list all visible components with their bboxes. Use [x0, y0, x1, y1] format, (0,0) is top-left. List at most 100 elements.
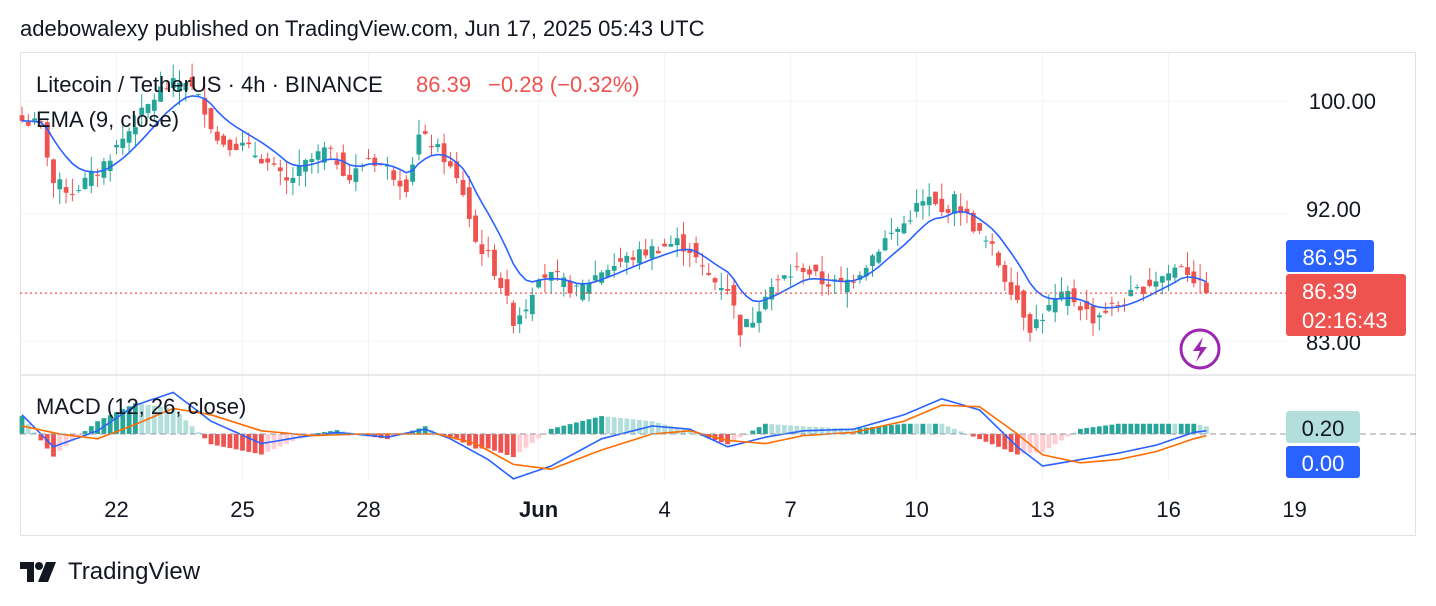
- x-tick-label: 13: [1030, 497, 1054, 522]
- macd-hist-bar: [781, 425, 787, 434]
- candle-body: [259, 159, 264, 164]
- macd-hist-bar: [668, 426, 674, 434]
- candle-body: [164, 88, 170, 90]
- macd-hist-bar: [196, 432, 201, 434]
- macd-hist-bar: [107, 415, 113, 434]
- macd-hist-bar: [763, 423, 768, 434]
- candle-body: [674, 238, 680, 246]
- macd-hist-bar: [529, 434, 535, 443]
- candle-body: [687, 249, 693, 253]
- candle-body: [214, 131, 220, 141]
- macd-histogram: [19, 403, 1209, 458]
- candle-body: [1178, 266, 1184, 268]
- macd-hist-bar: [901, 423, 907, 434]
- x-tick-label: 22: [104, 497, 128, 522]
- macd-hist-bar: [1078, 428, 1083, 434]
- macd-hist-bar: [189, 426, 195, 434]
- x-tick-label: 19: [1282, 497, 1306, 522]
- candle-body: [1153, 281, 1159, 287]
- macd-hist-bar: [889, 425, 894, 434]
- candle-body: [1103, 310, 1108, 313]
- candle-body: [1046, 304, 1052, 311]
- ema-legend: EMA (9, close): [36, 107, 179, 132]
- candle-body: [775, 279, 781, 281]
- bar-countdown: 02:16:43: [1302, 308, 1388, 333]
- macd-hist-bar: [151, 405, 157, 434]
- candle-body: [712, 278, 718, 283]
- candle-body: [208, 108, 214, 130]
- macd-hist-bar: [177, 414, 182, 434]
- candle-body: [1033, 319, 1039, 329]
- candle-body: [977, 223, 982, 231]
- macd-hist-bar: [1122, 423, 1127, 434]
- candle-body: [1141, 286, 1146, 294]
- candle-body: [1059, 291, 1064, 299]
- macd-hist-bar: [158, 406, 163, 434]
- candle-body: [120, 138, 126, 148]
- macd-hist-bar: [788, 425, 793, 434]
- macd-hist-bar: [1103, 425, 1108, 434]
- candle-body: [183, 83, 189, 91]
- macd-hist-bar: [504, 434, 510, 455]
- macd-hist-bar: [580, 420, 586, 434]
- macd-hist-bar: [933, 423, 938, 434]
- macd-hist-bar: [1197, 425, 1203, 434]
- macd-hist-bar: [126, 406, 132, 434]
- candle-body: [25, 121, 31, 126]
- candle-body: [1159, 276, 1165, 283]
- macd-hist-bar: [441, 434, 447, 436]
- macd-hist-bar: [214, 434, 220, 446]
- macd-hist-bar: [454, 434, 460, 440]
- candle-body: [391, 170, 397, 180]
- candle-body: [592, 275, 598, 281]
- candle-body: [624, 255, 630, 263]
- candle-body: [410, 164, 415, 182]
- macd-hist-bar: [63, 434, 69, 446]
- candle-body: [82, 177, 88, 189]
- candle-body: [700, 265, 705, 267]
- macd-hist-bar: [863, 427, 869, 434]
- candle-body: [95, 174, 100, 176]
- candle-body: [63, 187, 69, 193]
- candle-body: [126, 131, 132, 143]
- candle-body: [637, 249, 642, 264]
- candle-body: [158, 86, 163, 102]
- signal-line: [21, 404, 1207, 471]
- macd-hist-bar: [561, 425, 567, 434]
- macd-hist-bar: [794, 425, 800, 434]
- macd-hist-bar: [592, 417, 598, 434]
- macd-hist-bar: [567, 424, 573, 434]
- macd-hist-bar: [996, 434, 1001, 447]
- y-tick-label: 92.00: [1306, 197, 1361, 222]
- macd-hist-bar: [1159, 423, 1165, 434]
- lightning-icon[interactable]: [1179, 328, 1221, 370]
- macd-hist-bar: [775, 424, 781, 434]
- macd-hist-bar: [1147, 423, 1153, 434]
- candle-body: [347, 174, 352, 181]
- tradingview-logo-icon: [20, 562, 56, 582]
- candle-body: [605, 269, 611, 277]
- candle-body: [403, 179, 409, 193]
- candle-body: [838, 277, 844, 282]
- x-tick-label: 28: [356, 497, 380, 522]
- candle-body: [334, 160, 340, 165]
- macd-hist-bar: [1008, 434, 1014, 452]
- candle-body: [435, 144, 441, 148]
- macd-hist-bar: [926, 423, 932, 434]
- macd-hist-bar: [1021, 434, 1027, 454]
- symbol-title: Litecoin / TetherUS · 4h · BINANCE: [36, 72, 383, 97]
- macd-hist-bar: [164, 407, 170, 434]
- macd-hist-bar: [983, 434, 989, 442]
- candle-body: [763, 296, 768, 310]
- candle-body: [1002, 265, 1008, 282]
- macd-hist-bar: [882, 425, 888, 434]
- candle-body: [1040, 319, 1045, 322]
- candle-body: [1134, 287, 1140, 289]
- candle-body: [454, 161, 460, 179]
- macd-hist-bar: [920, 423, 926, 434]
- candle-body: [731, 285, 737, 306]
- macd-hist-bar: [32, 432, 37, 434]
- candle-body: [1008, 282, 1014, 295]
- grid: [20, 53, 1286, 480]
